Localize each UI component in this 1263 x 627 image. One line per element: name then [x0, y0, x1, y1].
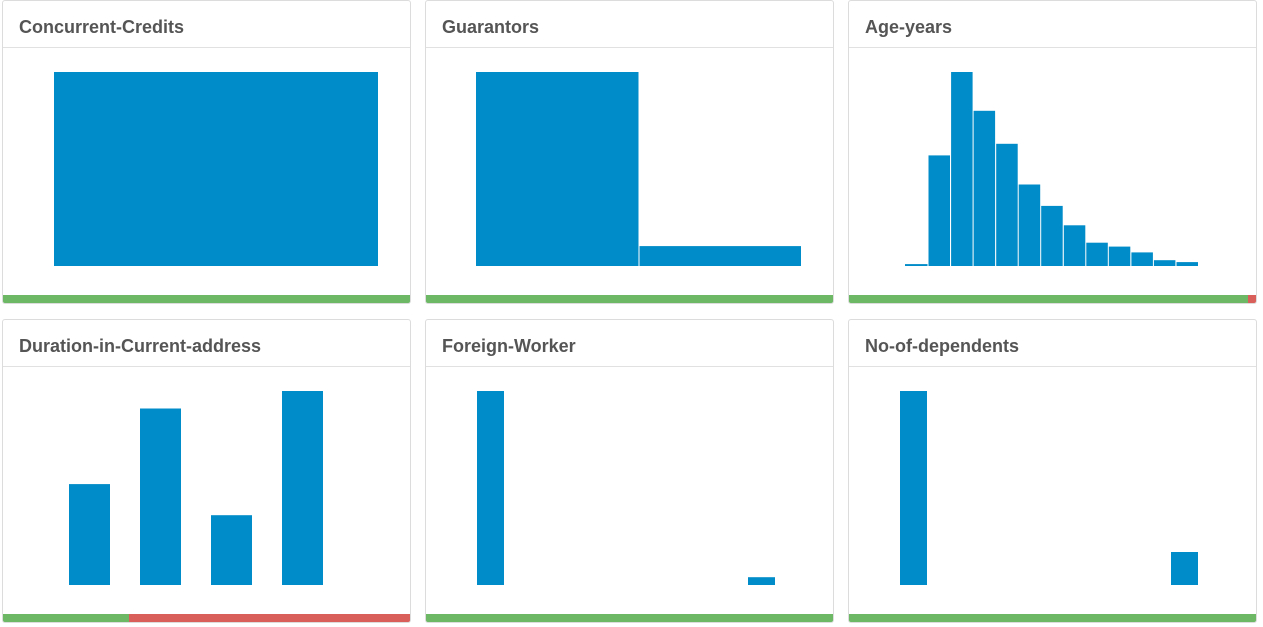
histogram-svg [476, 72, 802, 266]
histogram-chart [426, 48, 833, 294]
histogram-bar[interactable] [1063, 225, 1086, 266]
histogram-bar[interactable] [211, 515, 252, 585]
panel-concurrent-credits: Concurrent-Credits [2, 0, 411, 304]
quality-good-segment [426, 614, 833, 622]
panel-title: No-of-dependents [849, 320, 1256, 367]
histogram-bar[interactable] [1041, 205, 1063, 266]
data-quality-bar [849, 614, 1256, 622]
panel-no-of-dependents: No-of-dependents [848, 319, 1257, 623]
histogram-bar[interactable] [1018, 184, 1041, 267]
histogram-bar[interactable] [69, 484, 110, 585]
panel-guarantors: Guarantors [425, 0, 834, 304]
histogram-bar[interactable] [1171, 552, 1198, 585]
quality-good-segment [849, 614, 1256, 622]
histogram-bar[interactable] [1108, 246, 1131, 266]
histogram-svg [54, 72, 378, 266]
quality-good-segment [3, 295, 410, 303]
histogram-bar[interactable] [639, 246, 802, 266]
quality-good-segment [3, 614, 130, 622]
panel-title: Age-years [849, 1, 1256, 48]
quality-good-segment [849, 295, 1248, 303]
histogram-bar[interactable] [1131, 252, 1153, 266]
panel-title: Duration-in-Current-address [3, 320, 410, 367]
histogram-bar[interactable] [973, 110, 996, 266]
histogram-svg [900, 391, 1198, 585]
quality-good-segment [426, 295, 833, 303]
data-quality-bar [849, 295, 1256, 303]
histogram-bar[interactable] [282, 391, 323, 585]
histogram-chart [3, 48, 410, 294]
panel-foreign-worker: Foreign-Worker [425, 319, 834, 623]
histogram-bar[interactable] [951, 72, 973, 266]
histogram-chart [426, 367, 833, 613]
histogram-bar[interactable] [476, 72, 639, 266]
histogram-svg [69, 391, 323, 586]
histogram-bar[interactable] [1153, 260, 1176, 266]
histogram-bar[interactable] [900, 391, 927, 585]
histogram-bar[interactable] [477, 391, 504, 585]
panel-title: Guarantors [426, 1, 833, 48]
data-quality-bar [426, 614, 833, 622]
panel-age-years: Age-years [848, 0, 1257, 304]
data-quality-bar [426, 295, 833, 303]
quality-bad-segment [1247, 295, 1256, 303]
panel-title: Concurrent-Credits [3, 1, 410, 48]
histogram-bar[interactable] [54, 72, 378, 266]
histogram-bar[interactable] [748, 577, 775, 585]
histogram-bar[interactable] [996, 143, 1018, 266]
histogram-bar[interactable] [905, 264, 928, 266]
histogram-bar[interactable] [140, 408, 181, 586]
panel-duration-in-current-address: Duration-in-Current-address [2, 319, 411, 623]
histogram-chart [849, 48, 1256, 294]
histogram-chart [849, 367, 1256, 613]
histogram-bar[interactable] [1176, 262, 1199, 266]
histogram-svg [477, 391, 775, 585]
histogram-bar[interactable] [928, 155, 951, 266]
histogram-svg [905, 72, 1199, 267]
data-quality-bar [3, 614, 410, 622]
histogram-bar[interactable] [1086, 242, 1108, 266]
data-quality-bar [3, 295, 410, 303]
histogram-chart [3, 367, 410, 613]
panel-title: Foreign-Worker [426, 320, 833, 367]
quality-bad-segment [129, 614, 410, 622]
